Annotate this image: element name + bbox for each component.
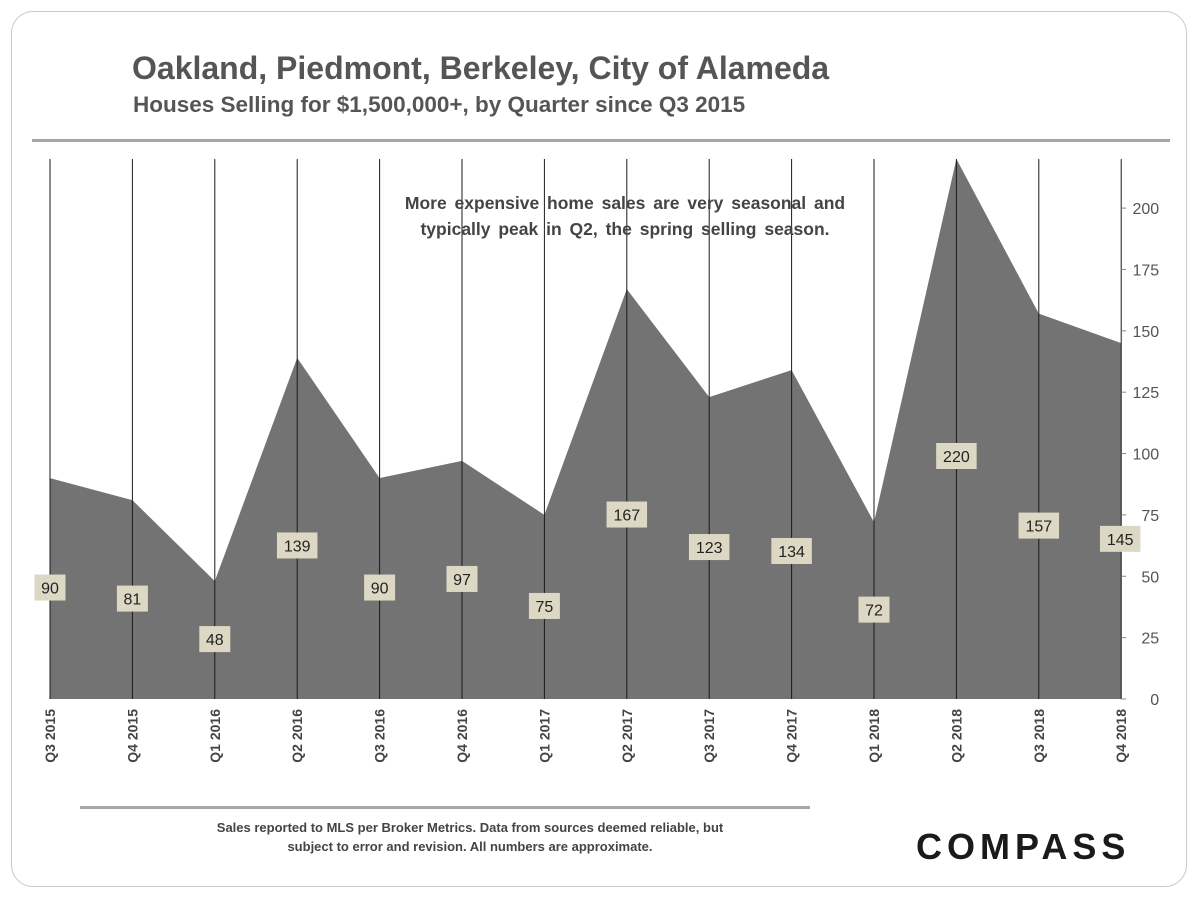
data-label: 97 [453,572,471,589]
x-tick-label: Q4 2015 [124,709,140,763]
area-chart: 0 25 50 75 100 125 150 175 200 Q3 2015 Q4 2015 Q1 2… [34,159,1159,763]
data-label-box [771,537,812,564]
data-label: 90 [41,581,59,598]
x-tick-label: Q2 2017 [619,709,635,763]
x-tick-label: Q1 2017 [536,709,552,763]
x-tick-label: Q2 2016 [289,709,305,763]
x-tick-label: Q2 2018 [948,709,964,763]
data-label-box [606,501,648,528]
data-label-box [528,592,560,619]
data-label-box [446,565,478,592]
y-tick-label: 50 [1141,569,1159,586]
x-tick-label: Q3 2018 [1031,709,1047,763]
annotation-line-1: More expensive home sales are very seaso… [404,193,846,213]
x-tick-label: Q3 2017 [701,709,717,763]
y-tick-label: 200 [1132,201,1159,218]
compass-logo: COMPASS [916,826,1131,867]
data-label-box [1099,525,1141,552]
x-tick-label: Q3 2015 [42,709,58,763]
data-label: 90 [371,581,389,598]
y-tick-label: 150 [1132,324,1159,341]
y-tick-label: 125 [1132,385,1159,402]
x-tick-label: Q4 2017 [784,709,800,763]
y-tick-label: 25 [1141,631,1159,648]
data-label: 167 [613,508,640,525]
y-tick-label: 0 [1150,692,1159,709]
chart-annotation: More expensive home sales are very seaso… [340,190,910,242]
x-tick-label: Q1 2018 [866,709,882,763]
data-label-box [858,596,890,623]
data-label-box [34,574,66,601]
data-label: 145 [1107,532,1134,549]
data-label: 134 [778,544,805,561]
data-label: 123 [696,540,723,557]
data-label-box [116,585,148,612]
y-tick-label: 75 [1141,508,1159,525]
x-tick-label: Q4 2018 [1113,709,1129,763]
x-tick-label: Q4 2016 [454,709,470,763]
data-label-box [936,443,977,469]
data-label: 72 [865,603,883,620]
data-label-box [1018,512,1060,539]
annotation-line-2: typically peak in Q2, the spring selling… [420,219,830,239]
data-label: 220 [943,449,970,466]
y-tick-label: 175 [1132,262,1159,279]
y-tick-label: 100 [1132,447,1159,464]
chart-subtitle: Houses Selling for $1,500,000+, by Quart… [133,92,746,117]
data-label-box [199,626,231,653]
data-label: 48 [206,632,224,649]
footnote-line-1: Sales reported to MLS per Broker Metrics… [216,820,724,835]
data-label-box [276,532,318,559]
data-label: 139 [284,538,311,555]
area-series [50,159,1122,699]
data-label-box [688,534,730,561]
chart-title: Oakland, Piedmont, Berkeley, City of Ala… [132,50,830,86]
data-label: 81 [124,592,142,609]
data-label: 75 [536,599,554,616]
x-tick-label: Q1 2016 [207,709,223,763]
header-divider [32,139,1170,142]
data-label: 157 [1025,519,1052,536]
footer-divider [80,806,810,809]
footnote-line-2: subject to error and revision. All numbe… [287,839,653,854]
data-label-box [364,574,396,601]
footnote: Sales reported to MLS per Broker Metrics… [80,818,860,856]
x-tick-label: Q3 2016 [372,709,388,763]
